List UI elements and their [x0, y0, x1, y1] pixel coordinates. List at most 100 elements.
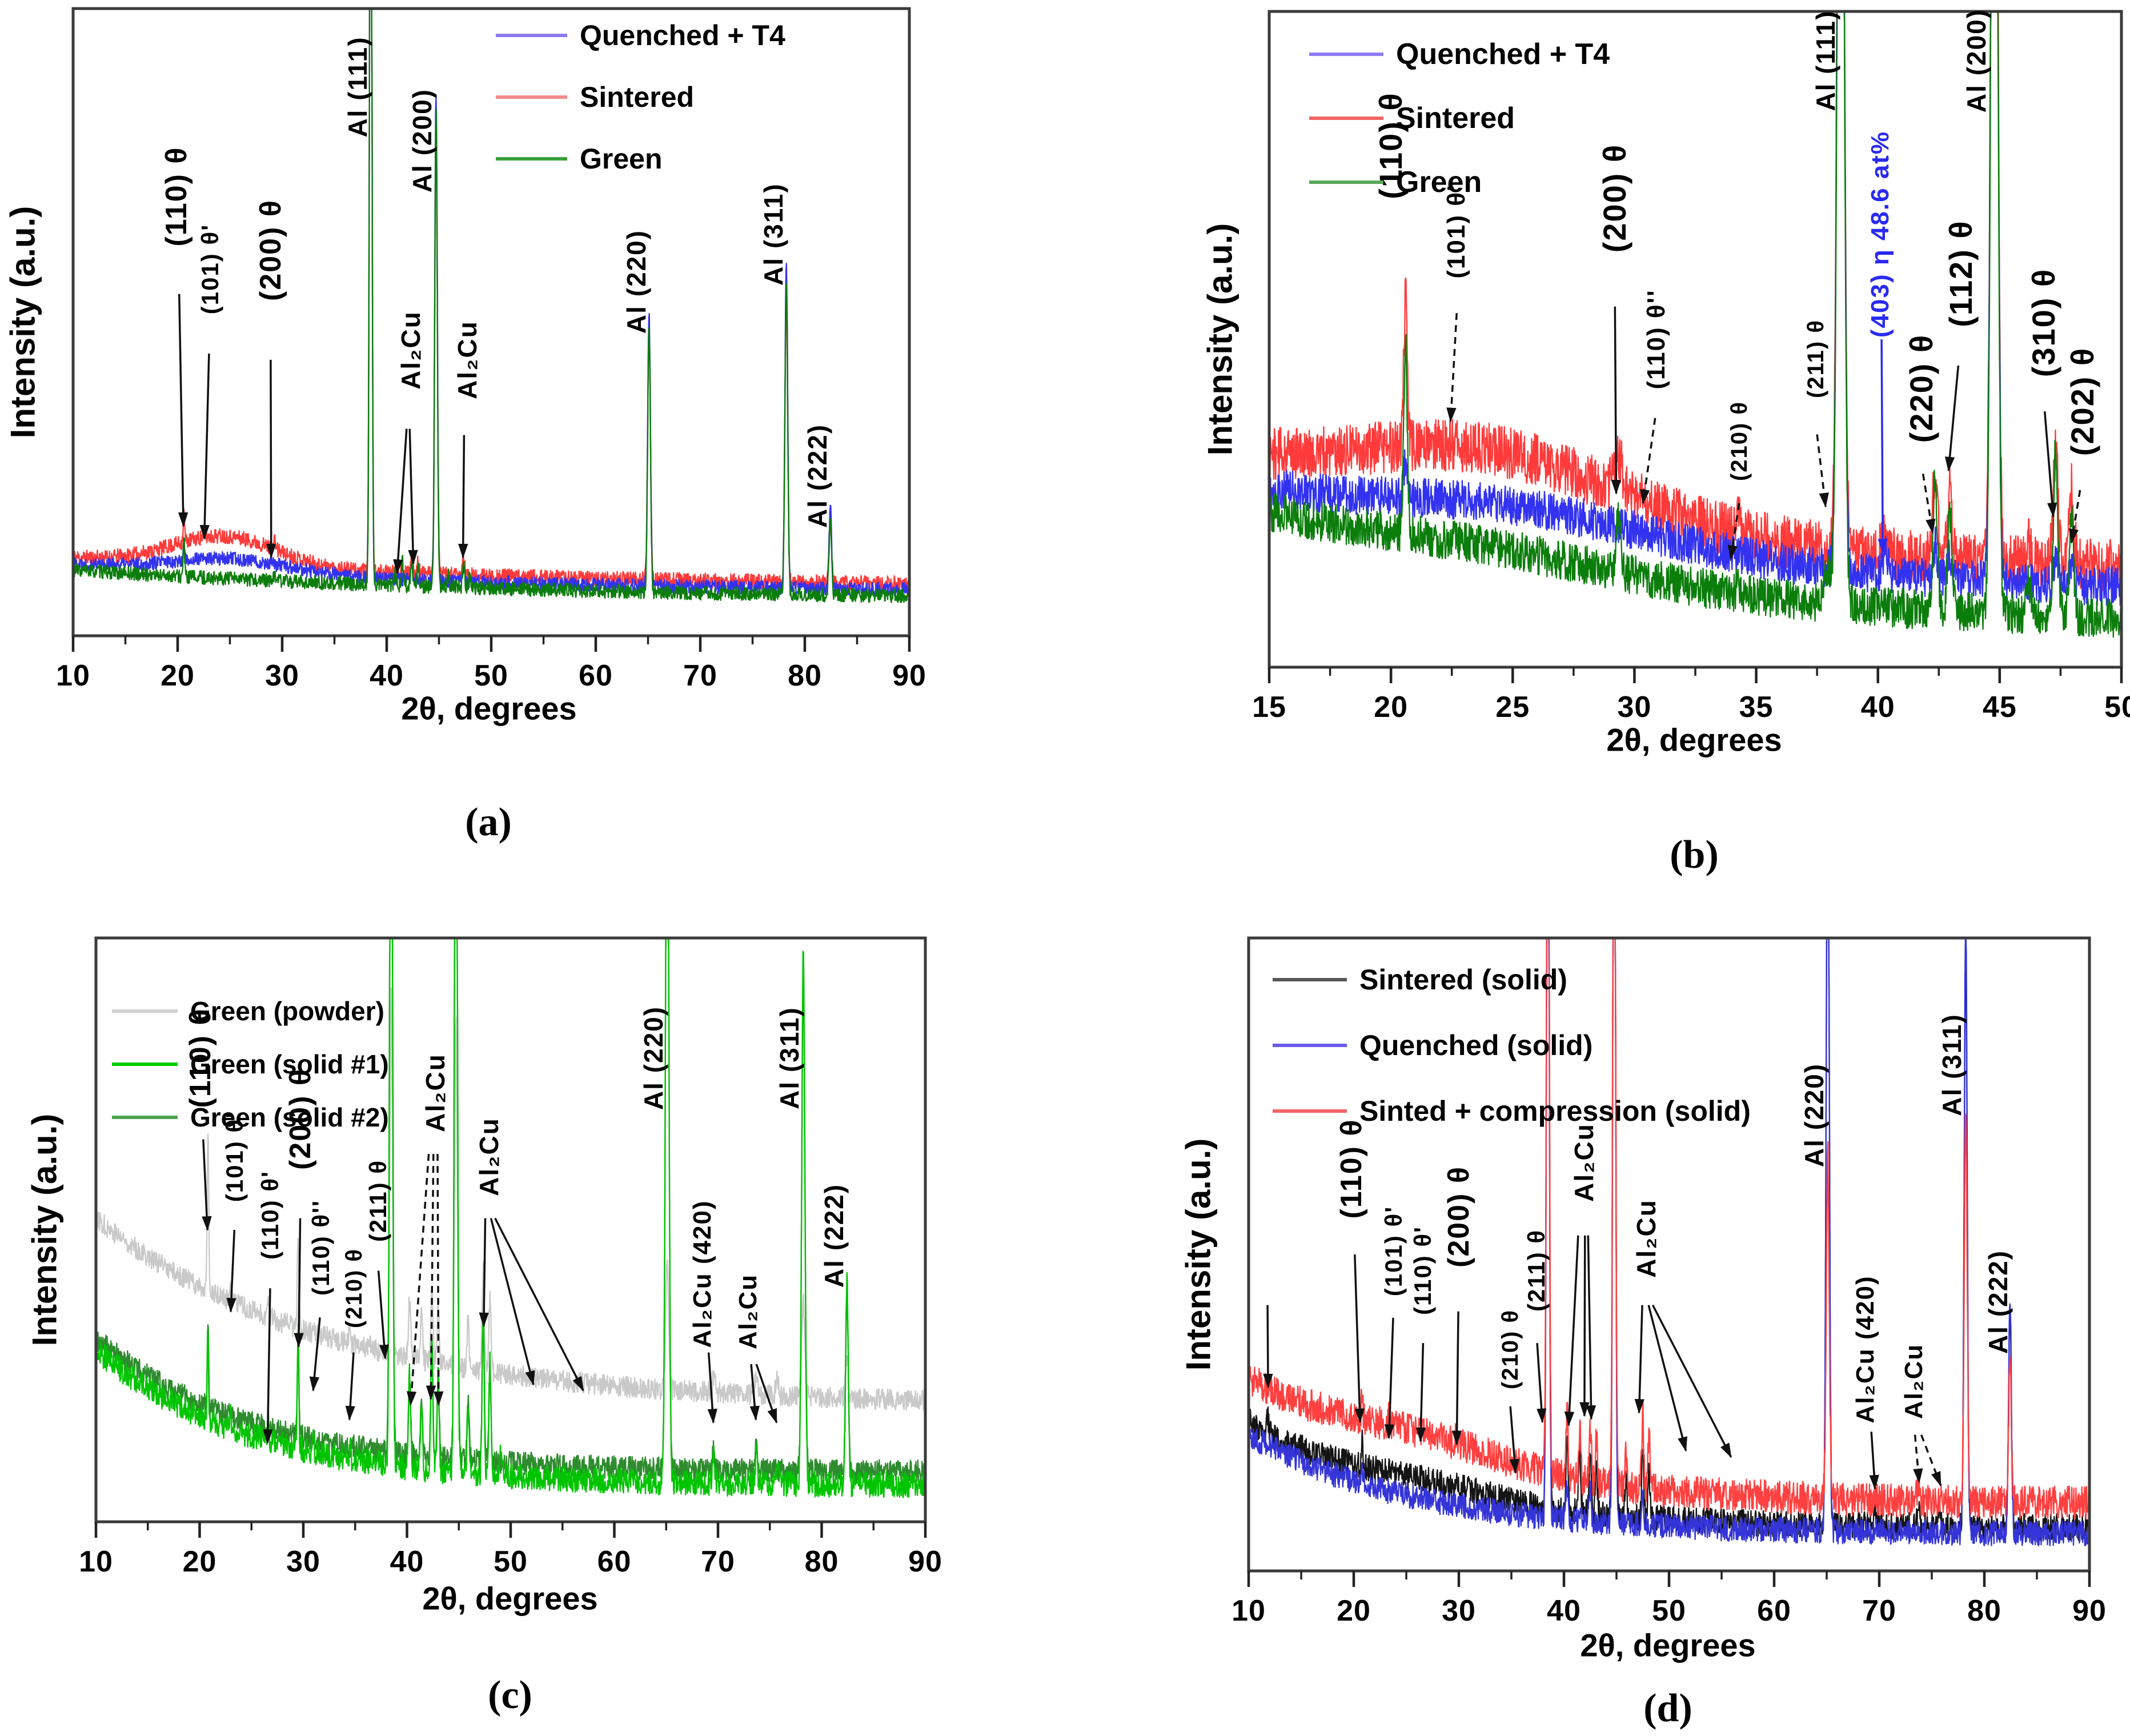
x-tick-label: 25	[1495, 691, 1530, 724]
annotation-arrow	[1727, 503, 1740, 560]
annotation-arrow	[199, 353, 210, 540]
x-tick-label: 50	[1652, 1594, 1686, 1627]
annotation-arrow	[1354, 1254, 1365, 1424]
x-axis-label: 2θ, degrees	[401, 690, 577, 727]
x-tick-label: 90	[2072, 1594, 2107, 1627]
peak-annotation: Al₂Cu	[1631, 1199, 1661, 1278]
annotation-arrow	[1536, 1343, 1547, 1424]
legend-label: Quenched + T4	[1396, 38, 1610, 71]
x-tick-label: 80	[788, 659, 822, 692]
xrd-plot-c	[94, 936, 927, 1538]
series-quenched-solid-	[1250, 939, 2088, 1546]
annotation-arrow	[1586, 1235, 1597, 1421]
panel-tag: (d)	[1643, 1686, 1692, 1730]
x-tick-label: 80	[804, 1545, 839, 1578]
legend-swatch	[112, 1116, 178, 1119]
annotation-arrow	[406, 1154, 430, 1406]
legend-label: Quenched + T4	[580, 19, 785, 51]
legend-swatch	[1273, 978, 1347, 981]
trace-group	[74, 10, 908, 603]
x-tick-label: 60	[579, 659, 613, 692]
x-axis-label: 2θ, degrees	[1606, 721, 1782, 758]
series-green-solid-#1-	[97, 939, 924, 1498]
legend-label: Green (powder)	[190, 996, 384, 1026]
series-green	[74, 10, 908, 603]
peak-annotation: Al (311)	[1936, 1013, 1967, 1116]
annotation-arrow	[1920, 1434, 1942, 1487]
series-quenched-t4	[1270, 13, 2120, 606]
x-tick-label: 70	[1862, 1594, 1896, 1627]
x-tick-label: 50	[2104, 691, 2130, 724]
annotation-arrow	[1651, 1304, 1732, 1458]
x-tick-label: 50	[494, 1545, 528, 1578]
annotation-arrow	[1634, 1305, 1644, 1414]
peak-annotation: Al (220)	[1799, 1063, 1829, 1168]
x-tick-label: 20	[182, 1545, 217, 1578]
y-axis-label: Intensity (a.u.)	[1179, 1138, 1218, 1371]
annotation-arrow	[1944, 365, 1960, 472]
legend-label: Sintered (solid)	[1359, 964, 1567, 996]
xrd-plot-b	[1267, 10, 2123, 683]
annotation-arrow	[1415, 1343, 1426, 1443]
annotation-arrow	[2043, 411, 2057, 518]
annotation-arrow	[1509, 1406, 1520, 1474]
peak-annotation: (110) θ'	[1409, 1225, 1437, 1315]
x-tick-label: 10	[79, 1545, 113, 1578]
legend-swatch	[1309, 53, 1383, 56]
legend-label: Green (solid #1)	[190, 1049, 389, 1079]
x-tick-label: 70	[701, 1545, 735, 1578]
annotation-arrow	[263, 1288, 273, 1445]
annotation-arrow	[1564, 1235, 1579, 1427]
xrd-plot-a	[71, 7, 911, 652]
x-tick-label: 70	[683, 659, 717, 692]
annotation-arrow	[1647, 1305, 1687, 1452]
annotation-arrow	[226, 1229, 236, 1313]
legend-label: Quenched (solid)	[1359, 1029, 1593, 1061]
series-sintered	[74, 10, 908, 592]
panel-tag: (b)	[1670, 833, 1719, 877]
annotation-arrow	[755, 1364, 778, 1424]
annotation-arrow	[494, 1217, 584, 1392]
x-tick-label: 10	[56, 659, 90, 692]
x-tick-label: 20	[1337, 1594, 1371, 1627]
series-sinted-compression-solid-	[1250, 939, 2088, 1519]
legend-label: Green	[580, 143, 663, 175]
annotation-arrow	[1451, 1311, 1462, 1446]
x-tick-label: 30	[1442, 1594, 1476, 1627]
annotation-arrow	[1263, 1305, 1273, 1389]
x-tick-label: 60	[1757, 1594, 1791, 1627]
x-tick-label: 20	[1374, 691, 1409, 724]
annotation-arrow	[1869, 1432, 1879, 1490]
annotation-arrow	[1816, 434, 1829, 508]
x-tick-label: 45	[1982, 691, 2017, 724]
legend-label: Green (solid #2)	[190, 1102, 389, 1132]
panel-tag: (c)	[488, 1673, 532, 1717]
annotation-arrow	[377, 1270, 390, 1360]
series-sintered	[1270, 13, 2120, 591]
x-tick-label: 10	[1232, 1594, 1266, 1627]
legend-label: Green	[1396, 166, 1482, 199]
annotation-arrow	[1446, 312, 1458, 423]
x-tick-label: 60	[597, 1545, 632, 1578]
legend-swatch	[1309, 181, 1383, 184]
peak-annotation: Al (222)	[1983, 1250, 2013, 1354]
x-axis-label: 2θ, degrees	[422, 1580, 598, 1617]
legend-swatch	[112, 1063, 178, 1066]
annotation-arrow	[1640, 418, 1656, 505]
legend-swatch	[1273, 1109, 1347, 1113]
annotation-arrow	[408, 428, 418, 565]
annotation-arrow	[202, 1139, 212, 1232]
annotation-arrow	[345, 1352, 355, 1421]
legend-label: Sintered	[580, 81, 695, 113]
x-tick-label: 80	[1967, 1594, 2001, 1627]
annotation-arrow	[1922, 474, 1936, 534]
annotation-arrow	[2068, 490, 2081, 544]
peak-annotation: Al₂Cu (420)	[1851, 1275, 1880, 1424]
panel-tag: (a)	[465, 800, 512, 844]
xrd-plot-d	[1247, 936, 2091, 1587]
peak-annotation: (200) θ	[1442, 1165, 1475, 1268]
x-tick-label: 90	[908, 1545, 942, 1578]
